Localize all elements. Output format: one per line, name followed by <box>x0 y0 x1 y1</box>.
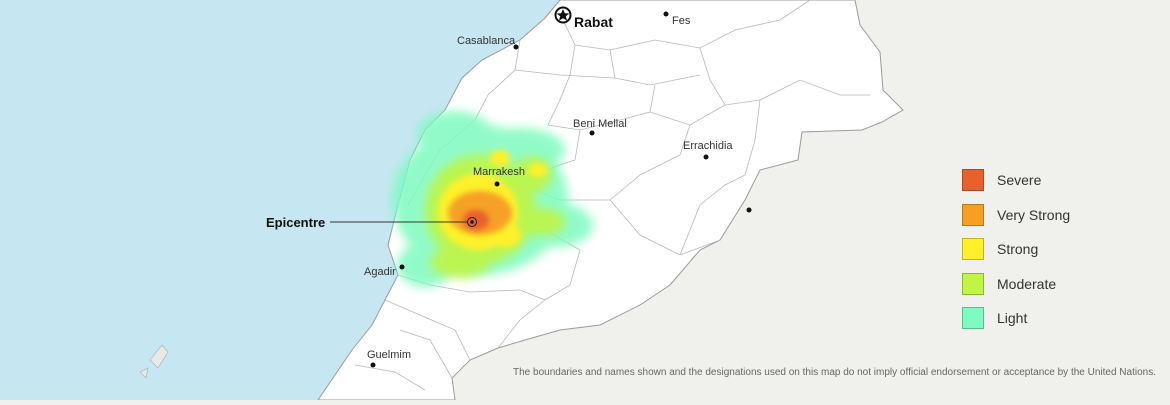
legend: Severe Very Strong Strong Moderate Light <box>962 168 1070 341</box>
city-label-beni-mellal: Beni Mellal <box>573 118 627 130</box>
city-label-errachidia: Errachidia <box>683 140 733 152</box>
city-dot-agadir <box>399 264 405 270</box>
legend-label-very-strong: Very Strong <box>997 206 1071 223</box>
legend-label-light: Light <box>997 310 1028 326</box>
city-dot-marrakesh <box>494 181 500 187</box>
city-dot-guelmim <box>370 362 376 368</box>
epicentre-marker <box>467 217 477 227</box>
city-dot-beni-mellal <box>589 130 595 136</box>
legend-label-severe: Severe <box>997 172 1042 188</box>
city-label-rabat: Rabat <box>574 14 613 30</box>
legend-item-very-strong: Very Strong <box>962 203 1070 227</box>
legend-item-strong: Strong <box>962 237 1070 261</box>
legend-swatch-very-strong <box>962 203 984 226</box>
un-disclaimer: The boundaries and names shown and the d… <box>513 367 1156 378</box>
city-label-casablanca: Casablanca <box>457 35 516 47</box>
legend-label-moderate: Moderate <box>997 275 1057 292</box>
legend-swatch-severe <box>962 169 984 191</box>
city-label-fes: Fes <box>672 15 691 27</box>
legend-swatch-light <box>962 307 984 329</box>
city-dot-fes <box>663 11 669 17</box>
city-label-guelmim: Guelmim <box>367 349 411 361</box>
capital-marker-rabat <box>554 6 572 24</box>
atlantic-ocean <box>0 0 560 400</box>
city-dot-errachidia <box>703 154 709 160</box>
legend-label-strong: Strong <box>997 241 1039 257</box>
location-dot <box>746 207 752 213</box>
legend-swatch-moderate <box>962 272 984 295</box>
legend-swatch-strong <box>962 238 984 260</box>
epicentre-label: Epicentre <box>266 215 325 230</box>
canary-islands <box>139 344 169 379</box>
legend-item-severe: Severe <box>962 168 1070 192</box>
city-label-agadir: Agadir <box>364 266 396 278</box>
legend-item-light: Light <box>962 306 1070 330</box>
legend-item-moderate: Moderate <box>962 272 1070 296</box>
city-label-marrakesh: Marrakesh <box>473 166 525 178</box>
city-dot-casablanca <box>513 44 519 50</box>
